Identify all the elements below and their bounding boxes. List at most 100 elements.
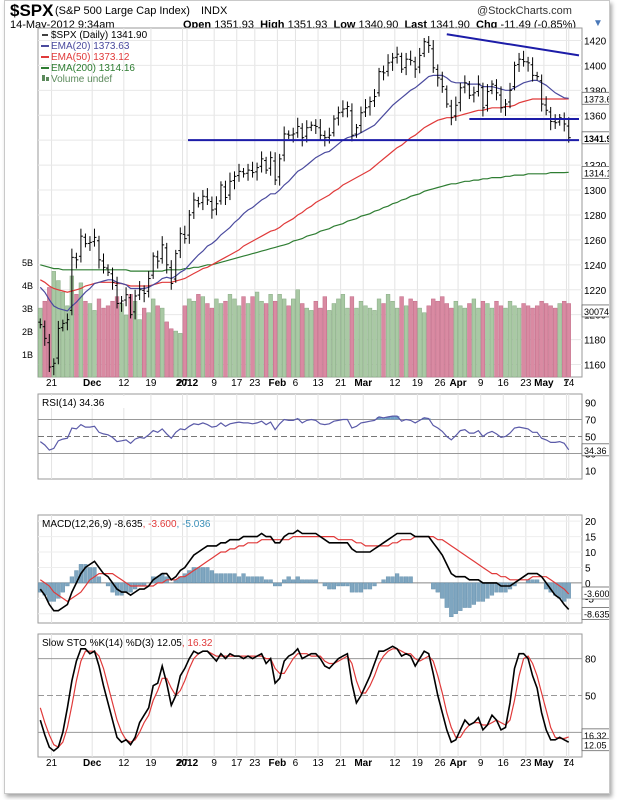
volume-bar [227,294,233,378]
macd-histogram-bar [480,582,486,602]
volume-bar [83,300,88,378]
volume-bar [250,296,255,378]
volume-bar [178,333,183,378]
x-axis-label: 21 [46,758,58,769]
volume-bar [530,307,535,378]
x-axis-label: 21 [46,378,58,389]
macd-histogram-bar [562,582,567,602]
x-axis-label: Feb [269,758,287,769]
macd-histogram-bar [286,576,291,584]
volume-bar [399,296,404,378]
macd-histogram-bar [223,573,228,584]
macd-histogram-bar [349,582,355,593]
macd-histogram-bar [385,576,391,584]
macd-histogram-bar [241,573,246,584]
chevron-down-icon[interactable]: ▼ [593,18,603,29]
volume-bar [476,307,481,378]
volume-bar [300,303,305,378]
macd-histogram-bar [119,582,124,596]
x-axis-label: 6 [293,378,299,389]
x-axis-label: 26 [434,378,446,389]
x-axis-label: 19 [412,758,424,769]
volume-bar [435,300,440,378]
volume-bar [453,300,458,378]
macd-histogram-bar [381,579,386,584]
x-axis-label: Apr [449,378,466,389]
legend-entry: EMA(200) 1314.16 [51,63,135,74]
macd-tick-label: -5 [585,594,594,605]
rsi-title-bg [40,396,140,408]
macd-tick-label: 0 [585,579,591,590]
macd-histogram-bar [196,567,201,584]
volume-bar [394,307,400,378]
macd-histogram-bar [435,582,440,593]
volume-bar [566,303,571,378]
x-axis-label: 2012 [176,378,199,389]
macd-histogram-bar [268,579,273,584]
index-name: (S&P 500 Large Cap Index) [55,5,190,17]
x-axis-label: 21 [335,758,347,769]
volume-bar [318,307,323,378]
macd-histogram-bar [453,582,458,614]
volume-bar [160,307,165,378]
macd-histogram-bar [214,573,219,584]
macd-histogram-bar [340,582,345,587]
chart-frame: $SPX (S&P 500 Large Cap Index) INDX @Sto… [4,0,610,794]
volume-bar [422,312,427,378]
volume-bar [295,289,300,378]
legend-swatch [42,75,45,81]
rsi-overbought-fill [385,416,391,420]
volume-bar [277,294,282,378]
macd-histogram-bar [300,579,305,584]
macd-histogram-bar [236,576,242,584]
volume-bar [164,321,169,378]
macd-signal-line [39,536,570,603]
rsi-overbought-fill [394,416,400,420]
x-axis-label: May [534,378,554,389]
price-tick-label: 1360 [584,111,607,122]
volume-bar [480,300,486,378]
macd-histogram-bar [503,582,508,593]
price-tick-label: 1220 [584,286,607,297]
volume-bar [426,305,431,378]
macd-histogram-bar [191,567,196,584]
x-axis-label: 17 [231,378,243,389]
volume-bar [381,303,386,378]
volume-bar [268,294,273,378]
resistance-trendline [446,33,580,57]
macd-tick-label: 5 [585,563,591,574]
x-axis-label: 21 [335,378,347,389]
volume-bar [309,310,314,378]
macd-histogram-bar [65,582,70,587]
macd-title-part: , -3.600 [143,519,177,530]
volume-bar [485,303,490,378]
volume-bar [403,305,409,378]
x-axis-label: 23 [249,378,261,389]
price-tick-label: 1280 [584,211,607,222]
volume-bar [60,291,65,378]
volume-bar [539,300,544,378]
x-axis-label: 19 [412,378,424,389]
volume-bar [562,300,567,378]
macd-histogram-bar [331,582,336,590]
price-tag-label: 1341.9 [584,134,609,144]
x-axis-label: 14 [563,758,575,769]
volume-bar [525,305,531,378]
ema50-line [40,98,569,293]
volume-bar [467,303,472,378]
price-tag-box [581,91,609,105]
volume-bar [241,296,246,378]
x-axis-label: 16 [498,378,510,389]
volume-tick-label: 3B [22,304,33,314]
macd-histogram-bar [87,567,93,584]
price-tag-label: 1314.1 [584,168,609,178]
volume-bar [417,307,422,378]
price-tick-label: 1260 [584,236,607,247]
macd-title: MACD(12,26,9) -8.635, -3.600, -5.036 [42,519,211,530]
x-axis-label: 17 [231,758,243,769]
macd-histogram-bar [245,576,251,584]
volume-bar [254,291,260,378]
x-axis-label: 13 [312,758,324,769]
macd-histogram-bar [404,576,409,584]
volume-bar [151,298,156,378]
